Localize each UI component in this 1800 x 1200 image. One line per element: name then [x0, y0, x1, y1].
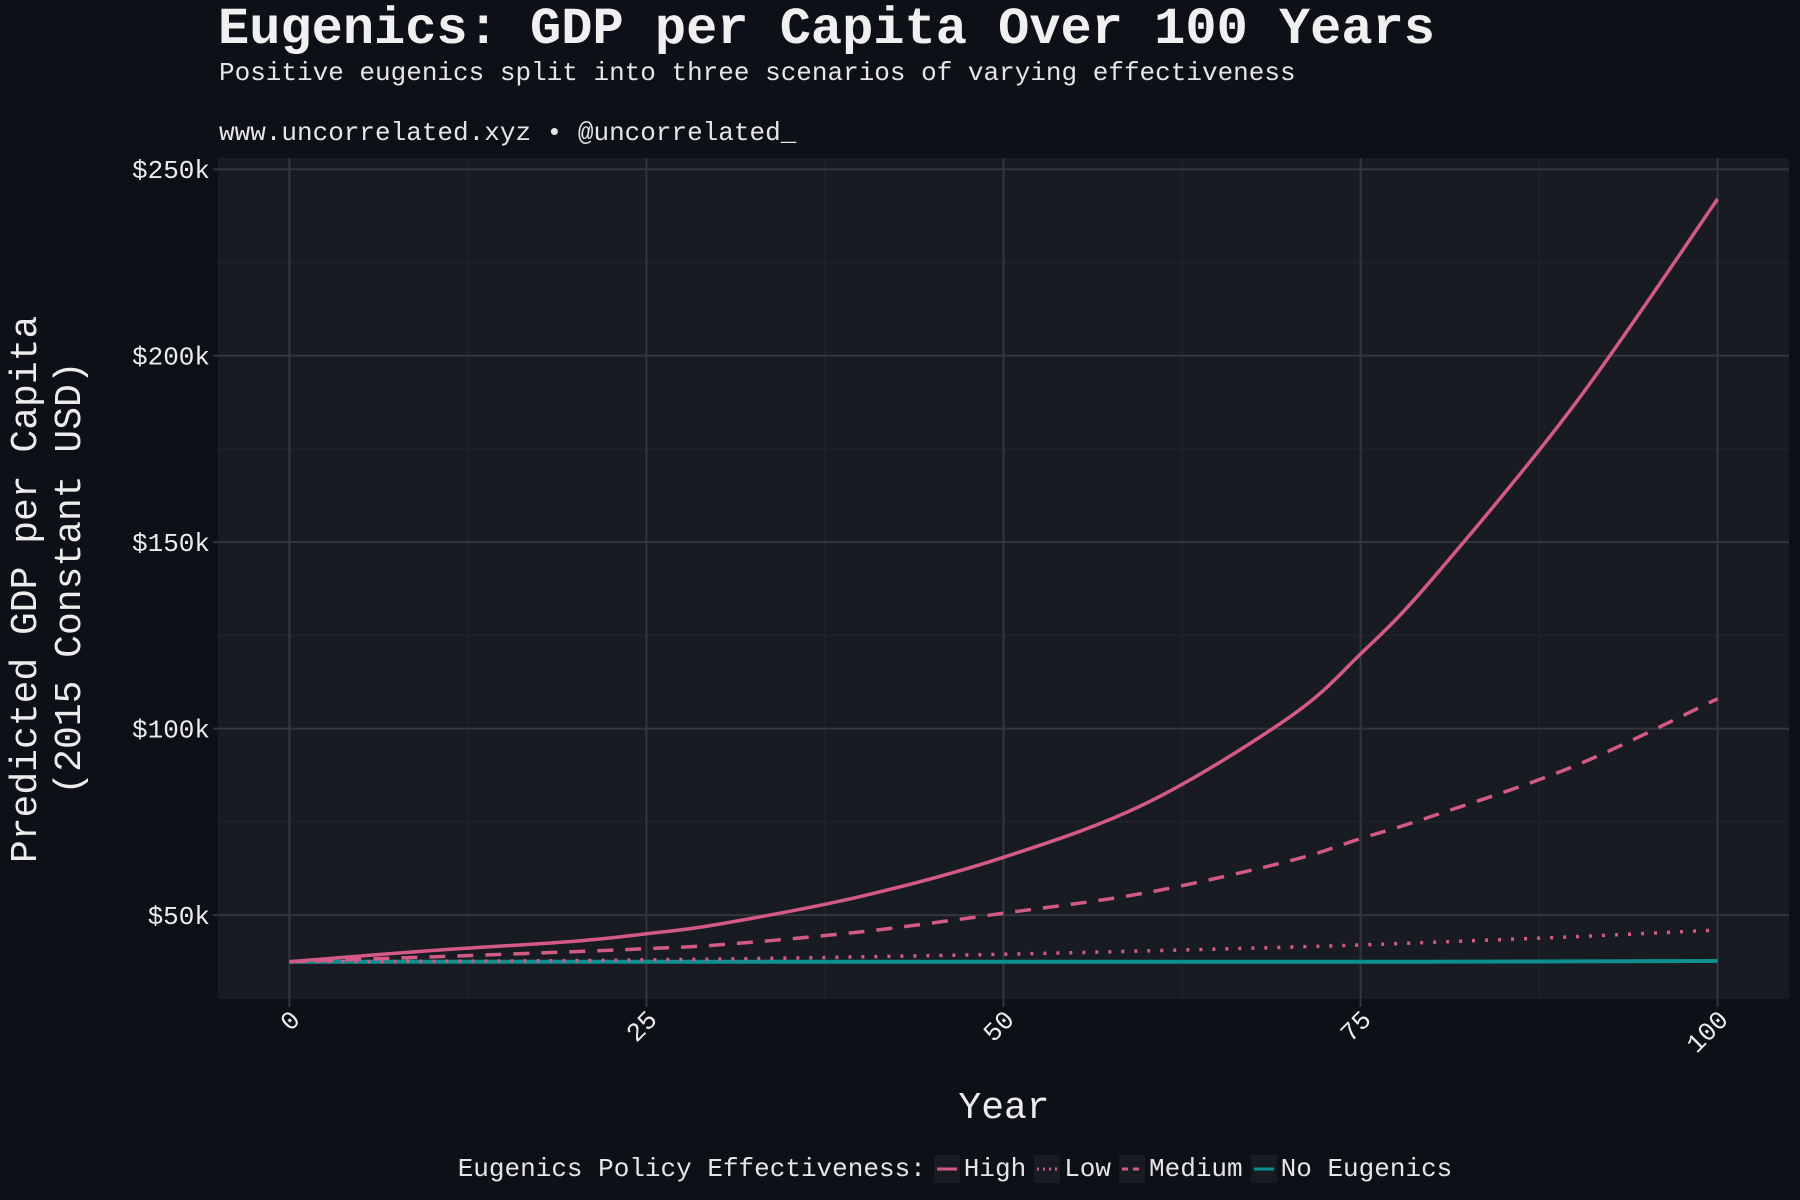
- legend-key-no-eugenics: [1250, 1155, 1277, 1183]
- x-tick-label: 0: [275, 1005, 307, 1037]
- y-axis-label-line-2: (2015 Constant USD): [49, 361, 92, 794]
- y-tick-label: $200k: [132, 343, 210, 373]
- y-axis-label-line-1: Predicted GDP per Capita: [5, 316, 48, 863]
- series-line-medium: [289, 697, 1719, 964]
- legend-label-no-eugenics: No Eugenics: [1280, 1154, 1453, 1184]
- y-tick-label: $50k: [148, 902, 210, 932]
- legend-label-high: High: [963, 1154, 1027, 1184]
- legend-key-high: [933, 1155, 960, 1183]
- legend-title: Eugenics Policy Effectiveness:: [457, 1154, 926, 1184]
- x-tick-label: 50: [978, 1005, 1021, 1048]
- chart-subtitle: Positive eugenics split into three scena…: [219, 58, 1296, 88]
- y-axis-label: Predicted GDP per Capita (2015 Constant …: [5, 293, 92, 863]
- legend-key-medium: [1119, 1155, 1146, 1183]
- chart-caption: www.uncorrelated.xyz • @uncorrelated_: [219, 118, 797, 148]
- x-tick-label: 75: [1335, 1005, 1378, 1048]
- y-tick-label: $250k: [132, 156, 210, 186]
- y-tick-label: $100k: [132, 716, 210, 746]
- legend: Eugenics Policy Effectiveness: High Low …: [0, 1154, 1800, 1184]
- series-line-high: [289, 198, 1720, 964]
- legend-key-low: [1034, 1155, 1061, 1183]
- x-tick-label: 25: [621, 1005, 664, 1048]
- x-axis-label: Year: [958, 1087, 1049, 1130]
- y-tick-label: $150k: [132, 529, 210, 559]
- chart-title: Eugenics: GDP per Capita Over 100 Years: [218, 0, 1435, 59]
- legend-label-low: Low: [1064, 1154, 1112, 1184]
- x-tick-label: 100: [1681, 1005, 1735, 1059]
- legend-label-medium: Medium: [1149, 1154, 1243, 1184]
- series-line-no-eugenics: [289, 958, 1718, 964]
